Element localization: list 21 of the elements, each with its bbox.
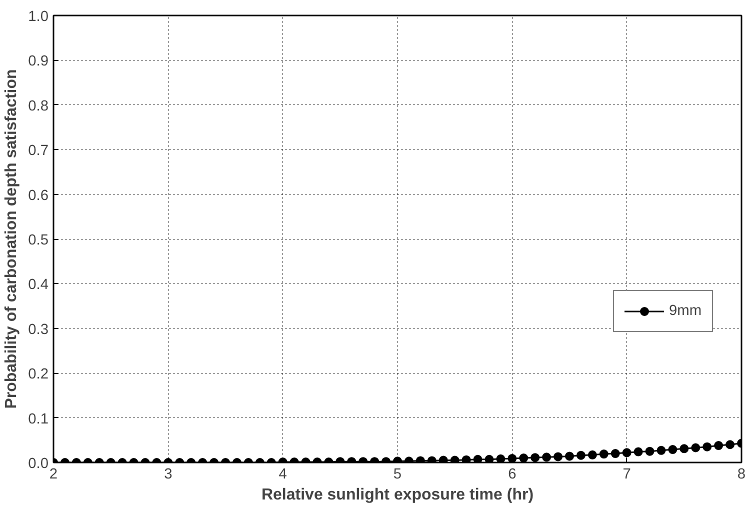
y-tick-label: 0.5 — [28, 232, 48, 248]
y-tick-label: 0.8 — [28, 98, 48, 114]
y-tick-label: 0.6 — [28, 188, 48, 204]
y-tick-label: 0.9 — [28, 54, 48, 70]
y-tick-label: 0.2 — [28, 366, 48, 383]
y-tick-label: 1.0 — [28, 9, 48, 25]
x-tick-label: 8 — [737, 466, 746, 482]
x-tick-label: 7 — [622, 466, 631, 482]
x-tick-label: 2 — [49, 466, 58, 482]
legend-label: 9mm — [669, 303, 702, 319]
y-tick-label: 0.4 — [28, 277, 48, 294]
x-tick-label: 3 — [164, 466, 172, 482]
x-axis-title: Relative sunlight exposure time (hr) — [261, 486, 534, 504]
x-tick-label: 5 — [393, 466, 402, 482]
x-tick-label: 4 — [278, 466, 287, 482]
y-tick-label: 0.0 — [28, 456, 48, 472]
x-tick-label: 6 — [508, 466, 516, 482]
y-tick-label: 0.7 — [28, 143, 48, 160]
y-tick-label: 0.3 — [28, 322, 48, 338]
y-axis-title: Probability of carbonation depth satisfaction — [3, 69, 20, 409]
y-tick-label: 0.1 — [28, 411, 48, 428]
